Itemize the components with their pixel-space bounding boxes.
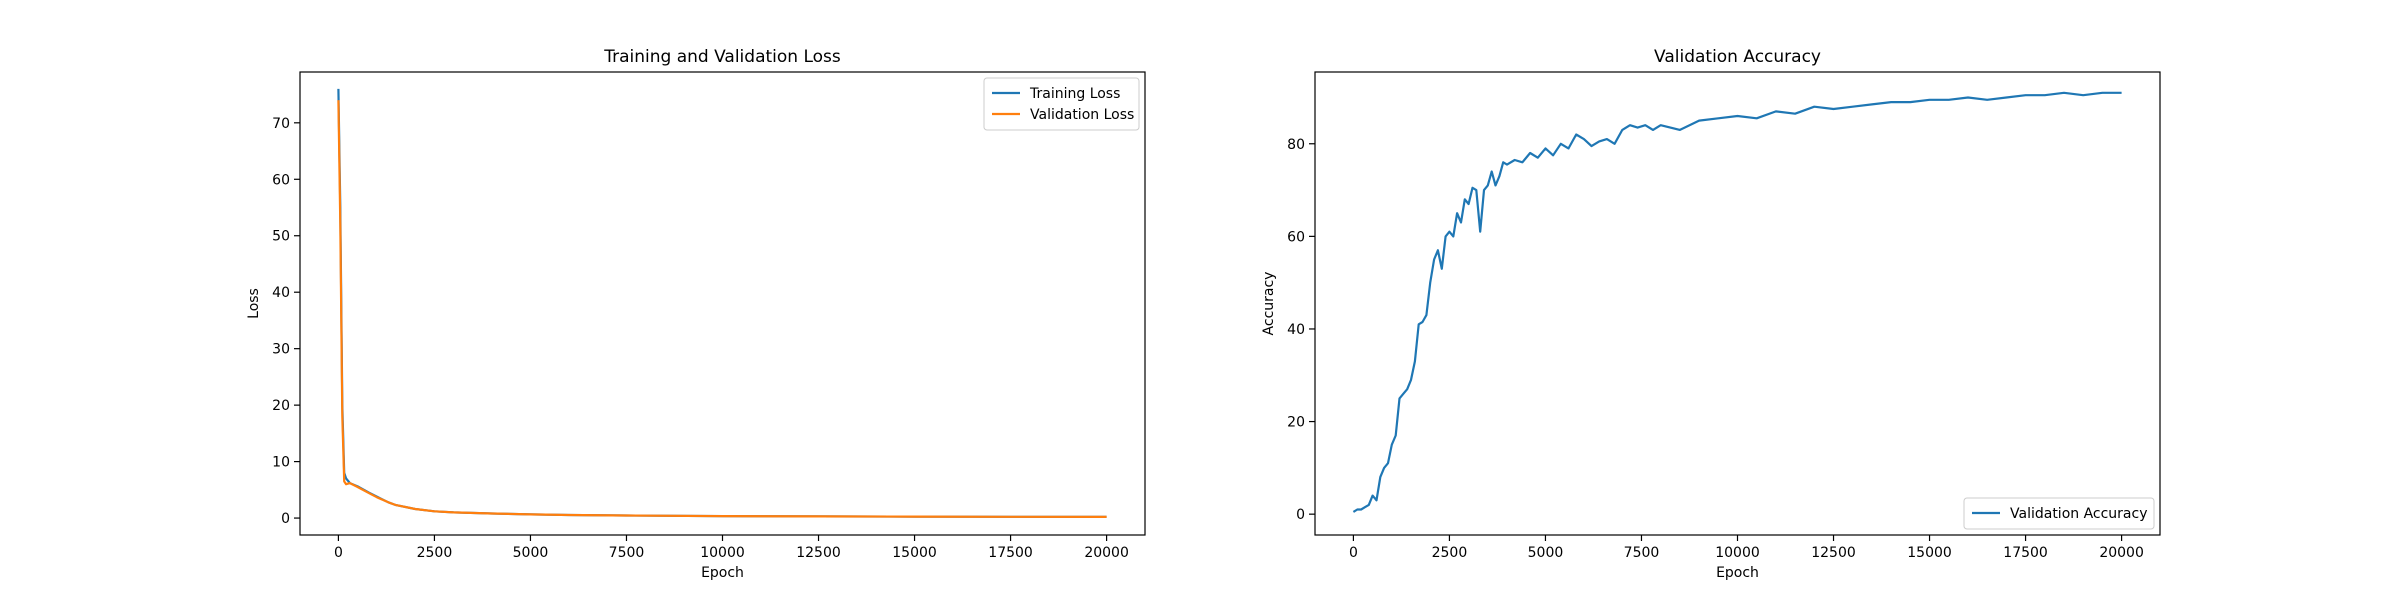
legend: Training Loss Validation Loss: [983, 77, 1140, 131]
x-axis-label: Epoch: [701, 565, 744, 581]
series-line-validation-accuracy: [1352, 91, 2122, 513]
x-tick-label: 17500: [2003, 545, 2048, 561]
chart-title: Validation Accuracy: [1654, 47, 1821, 67]
y-tick-label: 50: [272, 229, 290, 245]
legend-box: [1963, 497, 2155, 530]
x-tick-label: 7500: [1624, 545, 1660, 561]
legend: Validation Accuracy: [1963, 497, 2155, 530]
y-tick-label: 40: [272, 285, 290, 301]
x-tick-label: 7500: [609, 545, 645, 561]
x-tick-label: 0: [334, 545, 343, 561]
legend-label: Training Loss: [1029, 86, 1120, 102]
x-tick-label: 0: [1349, 545, 1358, 561]
x-tick-label: 10000: [1715, 545, 1760, 561]
y-tick-label: 40: [1287, 322, 1305, 338]
series-line-training-loss: [337, 88, 1107, 519]
plot-frame: [299, 71, 1146, 536]
legend-box: [983, 77, 1140, 131]
plot-frame: [1314, 71, 2161, 536]
y-axis-label: Loss: [246, 288, 262, 319]
legend-label: Validation Accuracy: [2010, 506, 2148, 522]
y-axis-label: Accuracy: [1261, 272, 1277, 336]
x-tick-label: 15000: [1907, 545, 1952, 561]
x-tick-label: 12500: [796, 545, 841, 561]
x-tick-label: 5000: [513, 545, 549, 561]
y-tick-label: 20: [1287, 415, 1305, 431]
series-line-validation-loss: [337, 100, 1107, 519]
x-tick-label: 10000: [700, 545, 745, 561]
x-tick-label: 17500: [988, 545, 1033, 561]
x-axis-label: Epoch: [1716, 565, 1759, 581]
x-tick-label: 15000: [892, 545, 937, 561]
y-tick-label: 60: [1287, 229, 1305, 245]
y-tick-label: 0: [1296, 507, 1305, 523]
y-tick-label: 0: [281, 511, 290, 527]
y-tick-label: 20: [272, 398, 290, 414]
y-tick-label: 30: [272, 342, 290, 358]
y-tick-label: 70: [272, 116, 290, 132]
y-tick-label: 10: [272, 455, 290, 471]
x-tick-label: 20000: [1084, 545, 1129, 561]
accuracy-chart: 0 2500 5000 7500 10000 12500 15000 17500 20000 0 2…: [1261, 47, 2161, 581]
x-tick-label: 12500: [1811, 545, 1856, 561]
chart-title: Training and Validation Loss: [603, 47, 841, 67]
x-tick-label: 5000: [1528, 545, 1564, 561]
y-tick-label: 60: [272, 172, 290, 188]
legend-label: Validation Loss: [1030, 107, 1134, 123]
x-tick-label: 20000: [2099, 545, 2144, 561]
x-tick-label: 2500: [417, 545, 453, 561]
loss-chart: 0 2500 5000 7500 10000 12500 15000 17500 20000 0 1…: [246, 47, 1146, 581]
x-tick-label: 2500: [1432, 545, 1468, 561]
y-tick-label: 80: [1287, 137, 1305, 153]
